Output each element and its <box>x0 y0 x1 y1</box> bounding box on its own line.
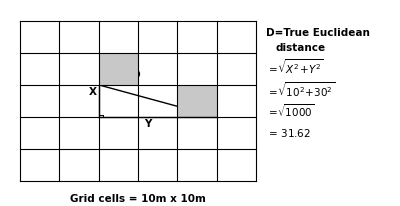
Text: Grid cells = 10m x 10m: Grid cells = 10m x 10m <box>70 194 206 204</box>
Text: $=\!\sqrt{1000}$: $=\!\sqrt{1000}$ <box>266 102 314 119</box>
Text: $=\!\sqrt{X^2\!+\!Y^2}$: $=\!\sqrt{X^2\!+\!Y^2}$ <box>266 58 323 76</box>
Text: D=True Euclidean: D=True Euclidean <box>266 28 370 39</box>
Text: $=\!\sqrt{10^2\!+\!30^2}$: $=\!\sqrt{10^2\!+\!30^2}$ <box>266 81 335 99</box>
Text: D: D <box>132 70 140 80</box>
Text: distance: distance <box>276 43 326 53</box>
Text: X: X <box>89 87 97 97</box>
Text: Y: Y <box>144 119 152 129</box>
Text: $=\,31.62$: $=\,31.62$ <box>266 127 311 139</box>
